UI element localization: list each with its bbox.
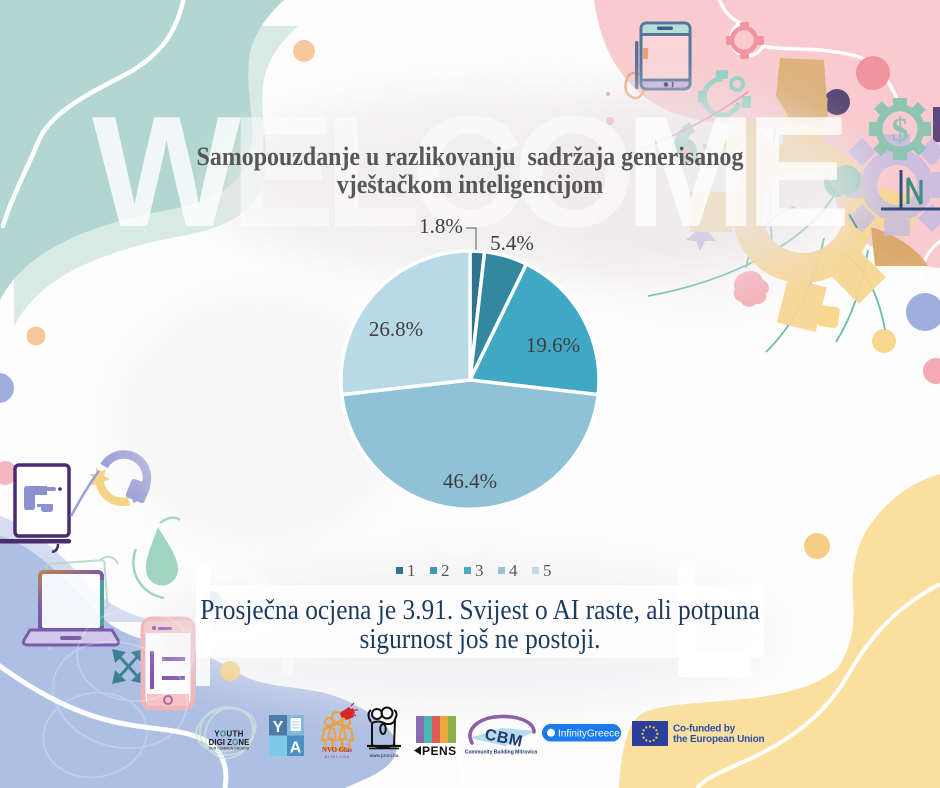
svg-text:3: 3 — [475, 561, 484, 580]
svg-text:26.8%: 26.8% — [369, 317, 423, 341]
svg-text:19.6%: 19.6% — [526, 333, 580, 357]
svg-text:the European Union: the European Union — [673, 734, 764, 745]
svg-text:4: 4 — [509, 561, 518, 580]
svg-text:1.8%: 1.8% — [419, 214, 463, 238]
svg-text:$: $ — [892, 112, 909, 149]
svg-text:46.4%: 46.4% — [443, 469, 497, 493]
svg-text:NVO Glas: NVO Glas — [322, 747, 352, 754]
svg-text:InfinityGreece: InfinityGreece — [558, 729, 620, 740]
svg-text:1: 1 — [407, 561, 416, 580]
svg-text:YOUTH: YOUTH — [214, 730, 244, 739]
svg-text:2: 2 — [441, 561, 450, 580]
svg-text:Co-funded by: Co-funded by — [673, 724, 736, 735]
svg-text:A: A — [290, 740, 302, 757]
svg-text:OUR COMMON GROUND: OUR COMMON GROUND — [209, 747, 250, 751]
svg-text:Community Building Mitrovica: Community Building Mitrovica — [465, 750, 537, 756]
svg-text:B I J E L J I N A: B I J E L J I N A — [325, 755, 350, 759]
svg-text:5.4%: 5.4% — [490, 231, 534, 255]
svg-text:B: B — [495, 729, 510, 748]
svg-text:www.proni.ba: www.proni.ba — [370, 753, 399, 759]
svg-text:5: 5 — [543, 561, 552, 580]
svg-text:M: M — [507, 731, 524, 750]
svg-text:PENS: PENS — [422, 744, 457, 758]
svg-text:C: C — [483, 726, 498, 745]
svg-text:Y: Y — [273, 719, 284, 736]
svg-text:DIGI ZONE: DIGI ZONE — [209, 738, 250, 747]
